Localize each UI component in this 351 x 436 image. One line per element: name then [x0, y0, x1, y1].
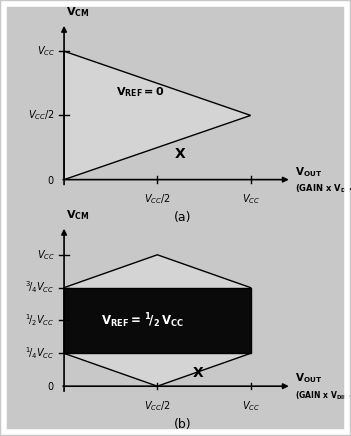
Text: $V_{CC}/2$: $V_{CC}/2$: [144, 192, 171, 206]
Text: $^3\!/_4V_{CC}$: $^3\!/_4V_{CC}$: [25, 280, 55, 296]
Text: $\mathbf{V_{CM}}$: $\mathbf{V_{CM}}$: [66, 208, 90, 222]
Text: (GAIN x $\mathbf{V_{DIFF}}$): (GAIN x $\mathbf{V_{DIFF}}$): [296, 182, 351, 195]
Text: $\mathbf{V_{REF} = 0}$: $\mathbf{V_{REF} = 0}$: [116, 85, 165, 99]
Text: $\mathbf{V_{CM}}$: $\mathbf{V_{CM}}$: [66, 5, 90, 19]
Text: $V_{CC}/2$: $V_{CC}/2$: [144, 399, 171, 413]
Text: X: X: [174, 147, 185, 161]
Text: $V_{CC}$: $V_{CC}$: [241, 192, 260, 206]
Text: (a): (a): [174, 211, 191, 225]
Text: X: X: [193, 366, 204, 380]
Polygon shape: [64, 51, 251, 180]
Polygon shape: [64, 288, 251, 353]
Text: $\mathbf{V_{OUT}}$: $\mathbf{V_{OUT}}$: [296, 165, 323, 179]
Text: $V_{CC}$: $V_{CC}$: [37, 44, 55, 58]
Text: $V_{CC}$: $V_{CC}$: [37, 248, 55, 262]
Text: $V_{CC}$: $V_{CC}$: [241, 399, 260, 413]
Text: $\mathbf{V_{REF} = \,^1\!/_2\,V_{CC}}$: $\mathbf{V_{REF} = \,^1\!/_2\,V_{CC}}$: [101, 311, 184, 330]
Text: $0$: $0$: [47, 380, 55, 392]
Polygon shape: [64, 255, 251, 386]
Text: $\mathbf{V_{OUT}}$: $\mathbf{V_{OUT}}$: [296, 371, 323, 385]
Text: (GAIN x $\mathbf{V_{DIFF}}$ + $\mathbf{V_{REF}}$): (GAIN x $\mathbf{V_{DIFF}}$ + $\mathbf{V…: [296, 389, 351, 402]
Text: (b): (b): [174, 418, 191, 431]
Text: $^1\!/_2V_{CC}$: $^1\!/_2V_{CC}$: [25, 313, 55, 328]
Text: $0$: $0$: [47, 174, 55, 186]
Text: $^1\!/_4V_{CC}$: $^1\!/_4V_{CC}$: [25, 346, 55, 361]
Text: $V_{CC}/2$: $V_{CC}/2$: [28, 109, 55, 123]
